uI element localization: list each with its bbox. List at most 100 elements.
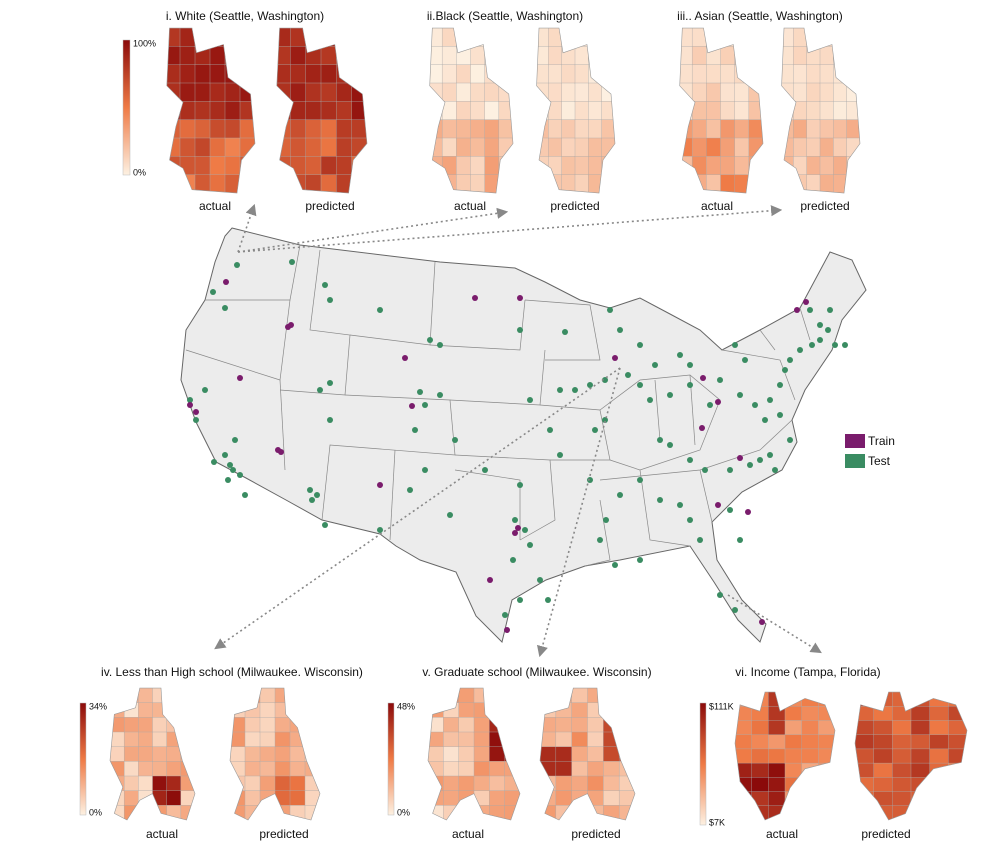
- tract: [320, 46, 338, 66]
- tract: [305, 137, 322, 158]
- train-site: [794, 307, 800, 313]
- tract: [948, 791, 967, 807]
- tract: [748, 28, 763, 48]
- test-site: [234, 262, 240, 268]
- colorbar-min: 0%: [133, 167, 146, 177]
- tract: [429, 137, 443, 158]
- tract: [801, 791, 820, 807]
- tract: [793, 174, 808, 193]
- tract: [555, 688, 573, 704]
- tract: [276, 156, 292, 176]
- tract: [720, 46, 736, 66]
- tract: [781, 119, 795, 139]
- tract: [734, 28, 750, 48]
- test-site: [592, 427, 598, 433]
- tract: [603, 761, 620, 777]
- test-site: [602, 417, 608, 423]
- tract: [748, 174, 763, 193]
- tract: [209, 156, 226, 176]
- tract: [748, 46, 763, 66]
- test-site: [211, 459, 217, 465]
- tract: [833, 28, 848, 48]
- tract: [948, 706, 967, 722]
- tract: [259, 688, 276, 704]
- tract: [910, 734, 931, 750]
- test-site: [597, 537, 603, 543]
- tract: [259, 702, 276, 719]
- tract: [456, 156, 472, 176]
- tract: [110, 702, 125, 719]
- test-site: [782, 367, 788, 373]
- tract: [123, 775, 140, 792]
- tract: [123, 688, 140, 704]
- tract: [138, 702, 154, 719]
- tract: [110, 805, 125, 820]
- tract: [489, 761, 506, 777]
- tract: [443, 790, 460, 807]
- tract: [734, 137, 750, 158]
- test-site: [327, 380, 333, 386]
- tract: [320, 82, 338, 103]
- tract: [751, 762, 770, 779]
- tract: [230, 761, 246, 777]
- map-outline: [781, 27, 861, 194]
- test-site: [437, 392, 443, 398]
- tract: [734, 46, 750, 66]
- tract: [691, 28, 708, 48]
- tract: [540, 761, 557, 777]
- tract: [768, 762, 786, 779]
- tract: [768, 706, 786, 722]
- tract: [230, 688, 246, 704]
- tract: [781, 156, 795, 176]
- tract: [948, 762, 967, 779]
- legend-swatch: [845, 454, 865, 468]
- us-map: [180, 227, 867, 643]
- mini-map: [276, 28, 367, 193]
- colorbar: [699, 702, 707, 826]
- test-site: [607, 307, 613, 313]
- tract: [441, 28, 458, 48]
- map-label: actual: [454, 199, 486, 213]
- tract: [801, 706, 820, 722]
- legend-label: Test: [868, 454, 891, 468]
- test-site: [412, 427, 418, 433]
- map-outline: [734, 691, 836, 821]
- test-site: [777, 412, 783, 418]
- tract: [259, 731, 276, 748]
- test-site: [807, 307, 813, 313]
- tract: [166, 790, 182, 807]
- tract: [892, 748, 912, 764]
- tract: [123, 717, 140, 733]
- tract: [441, 82, 458, 103]
- tract: [618, 731, 635, 748]
- tract: [948, 777, 967, 793]
- tract: [441, 137, 458, 158]
- tract: [336, 28, 353, 48]
- tract: [929, 791, 950, 807]
- tract: [458, 805, 475, 820]
- tract: [540, 688, 557, 704]
- tract: [194, 156, 211, 176]
- tract: [768, 805, 786, 820]
- tract: [180, 717, 195, 733]
- tract: [473, 761, 491, 777]
- tract: [290, 28, 307, 48]
- tract: [441, 174, 458, 193]
- tract: [166, 156, 181, 176]
- tract: [304, 688, 320, 704]
- tract: [618, 702, 635, 719]
- tract: [224, 156, 241, 176]
- tract: [470, 156, 486, 176]
- tract: [679, 28, 693, 48]
- tract: [751, 805, 770, 820]
- tract: [561, 101, 576, 121]
- tract: [691, 46, 708, 66]
- train-site: [504, 627, 510, 633]
- tract: [470, 137, 486, 158]
- tract: [244, 790, 261, 807]
- test-site: [657, 497, 663, 503]
- tract: [498, 46, 513, 66]
- test-site: [707, 402, 713, 408]
- tract: [801, 720, 820, 736]
